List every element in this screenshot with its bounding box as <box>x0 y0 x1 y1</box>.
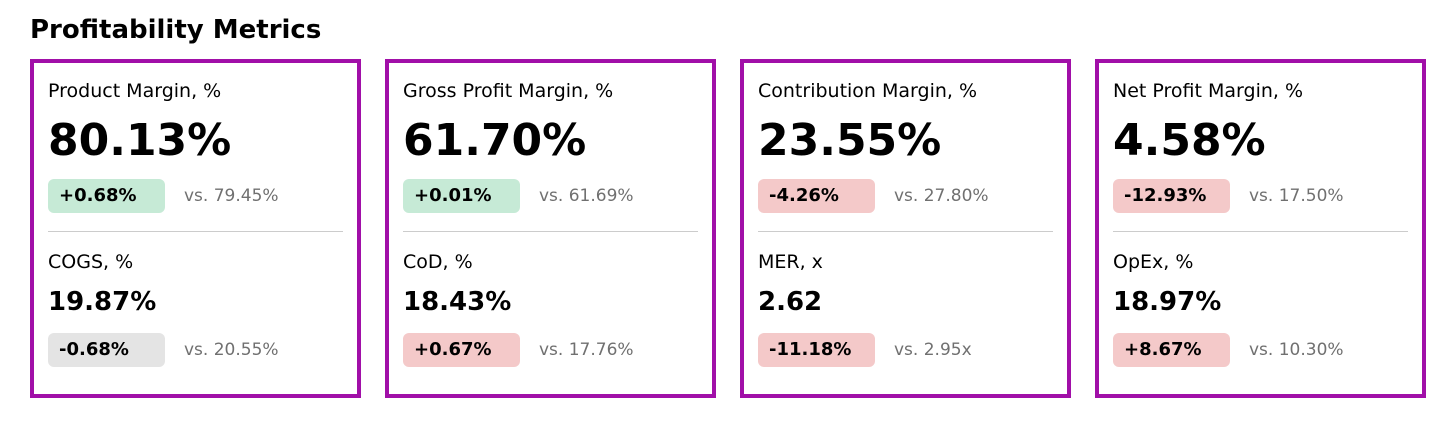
metric-value: 18.43% <box>403 287 512 317</box>
metric-label: CoD, % <box>403 251 473 273</box>
comparison-text: vs. 79.45% <box>184 186 279 206</box>
secondary-metric: MER, x 2.62 -11.18% vs. 2.95x <box>758 248 1053 367</box>
metric-label: Net Profit Margin, % <box>1113 80 1304 102</box>
comparison-text: vs. 61.69% <box>539 186 634 206</box>
card-divider <box>758 231 1053 232</box>
delta-badge: +0.01% <box>403 179 520 213</box>
metric-label: COGS, % <box>48 251 134 273</box>
secondary-metric: COGS, % 19.87% -0.68% vs. 20.55% <box>48 248 343 367</box>
delta-badge: -12.93% <box>1113 179 1230 213</box>
delta-badge: -11.18% <box>758 333 875 367</box>
delta-badge: +0.68% <box>48 179 165 213</box>
comparison-row: -11.18% vs. 2.95x <box>758 333 1053 367</box>
metric-value: 19.87% <box>48 287 157 317</box>
comparison-text: vs. 27.80% <box>894 186 989 206</box>
metric-label: OpEx, % <box>1113 251 1194 273</box>
card-divider <box>403 231 698 232</box>
metric-value: 4.58% <box>1113 115 1266 166</box>
metric-card-net-profit-margin: Net Profit Margin, % 4.58% -12.93% vs. 1… <box>1095 59 1426 398</box>
comparison-text: vs. 17.76% <box>539 340 634 360</box>
metric-value: 80.13% <box>48 115 232 166</box>
comparison-row: -0.68% vs. 20.55% <box>48 333 343 367</box>
secondary-metric: OpEx, % 18.97% +8.67% vs. 10.30% <box>1113 248 1408 367</box>
primary-metric: Contribution Margin, % 23.55% -4.26% vs.… <box>758 77 1053 213</box>
comparison-row: +0.01% vs. 61.69% <box>403 179 698 213</box>
delta-badge: -0.68% <box>48 333 165 367</box>
primary-metric: Net Profit Margin, % 4.58% -12.93% vs. 1… <box>1113 77 1408 213</box>
card-divider <box>1113 231 1408 232</box>
comparison-row: +8.67% vs. 10.30% <box>1113 333 1408 367</box>
card-divider <box>48 231 343 232</box>
comparison-text: vs. 17.50% <box>1249 186 1344 206</box>
metric-value: 2.62 <box>758 287 823 317</box>
metric-card-product-margin: Product Margin, % 80.13% +0.68% vs. 79.4… <box>30 59 361 398</box>
comparison-text: vs. 20.55% <box>184 340 279 360</box>
metric-label: Product Margin, % <box>48 80 222 102</box>
metric-value: 61.70% <box>403 115 587 166</box>
secondary-metric: CoD, % 18.43% +0.67% vs. 17.76% <box>403 248 698 367</box>
metric-value: 23.55% <box>758 115 942 166</box>
comparison-row: -12.93% vs. 17.50% <box>1113 179 1408 213</box>
comparison-text: vs. 10.30% <box>1249 340 1344 360</box>
metric-label: Gross Profit Margin, % <box>403 80 614 102</box>
metric-card-gross-profit-margin: Gross Profit Margin, % 61.70% +0.01% vs.… <box>385 59 716 398</box>
comparison-row: +0.67% vs. 17.76% <box>403 333 698 367</box>
metric-label: MER, x <box>758 251 823 273</box>
delta-badge: +8.67% <box>1113 333 1230 367</box>
page-title: Profitability Metrics <box>30 15 322 45</box>
primary-metric: Gross Profit Margin, % 61.70% +0.01% vs.… <box>403 77 698 213</box>
metric-card-contribution-margin: Contribution Margin, % 23.55% -4.26% vs.… <box>740 59 1071 398</box>
comparison-text: vs. 2.95x <box>894 340 972 360</box>
delta-badge: -4.26% <box>758 179 875 213</box>
comparison-row: +0.68% vs. 79.45% <box>48 179 343 213</box>
comparison-row: -4.26% vs. 27.80% <box>758 179 1053 213</box>
delta-badge: +0.67% <box>403 333 520 367</box>
metric-label: Contribution Margin, % <box>758 80 978 102</box>
primary-metric: Product Margin, % 80.13% +0.68% vs. 79.4… <box>48 77 343 213</box>
metric-value: 18.97% <box>1113 287 1222 317</box>
